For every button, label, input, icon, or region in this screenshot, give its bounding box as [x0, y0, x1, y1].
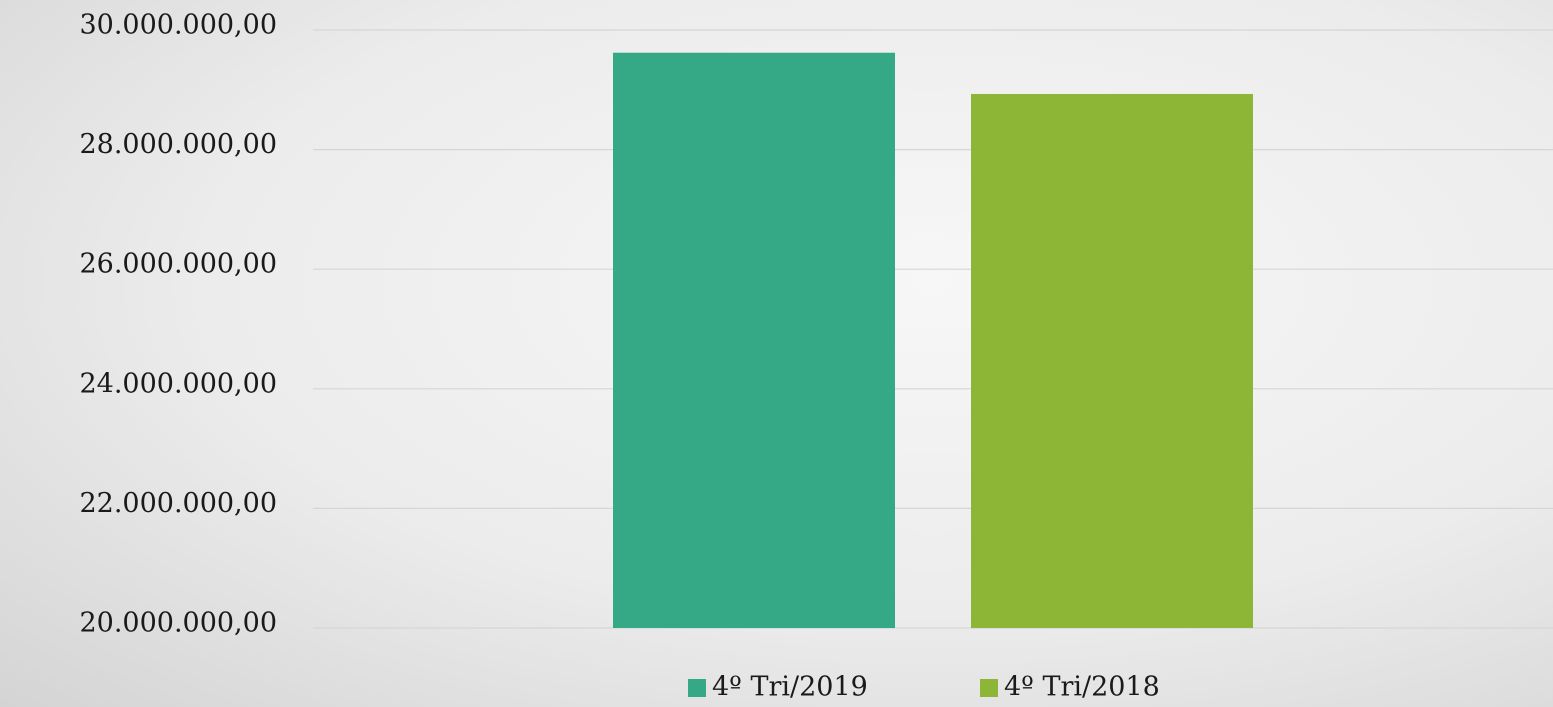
legend-label: 4º Tri/2018: [1004, 672, 1160, 703]
y-tick-label: 28.000.000,00: [79, 129, 277, 160]
y-tick-label: 20.000.000,00: [79, 608, 277, 639]
y-tick-label: 24.000.000,00: [79, 368, 277, 399]
y-tick-label: 30.000.000,00: [79, 10, 277, 41]
legend-swatch: [688, 679, 706, 697]
legend-label: 4º Tri/2019: [712, 672, 868, 703]
bar: [613, 52, 895, 628]
bar: [971, 93, 1253, 628]
legend-swatch: [980, 679, 998, 697]
y-tick-label: 22.000.000,00: [79, 488, 277, 519]
y-tick-label: 26.000.000,00: [79, 249, 277, 280]
